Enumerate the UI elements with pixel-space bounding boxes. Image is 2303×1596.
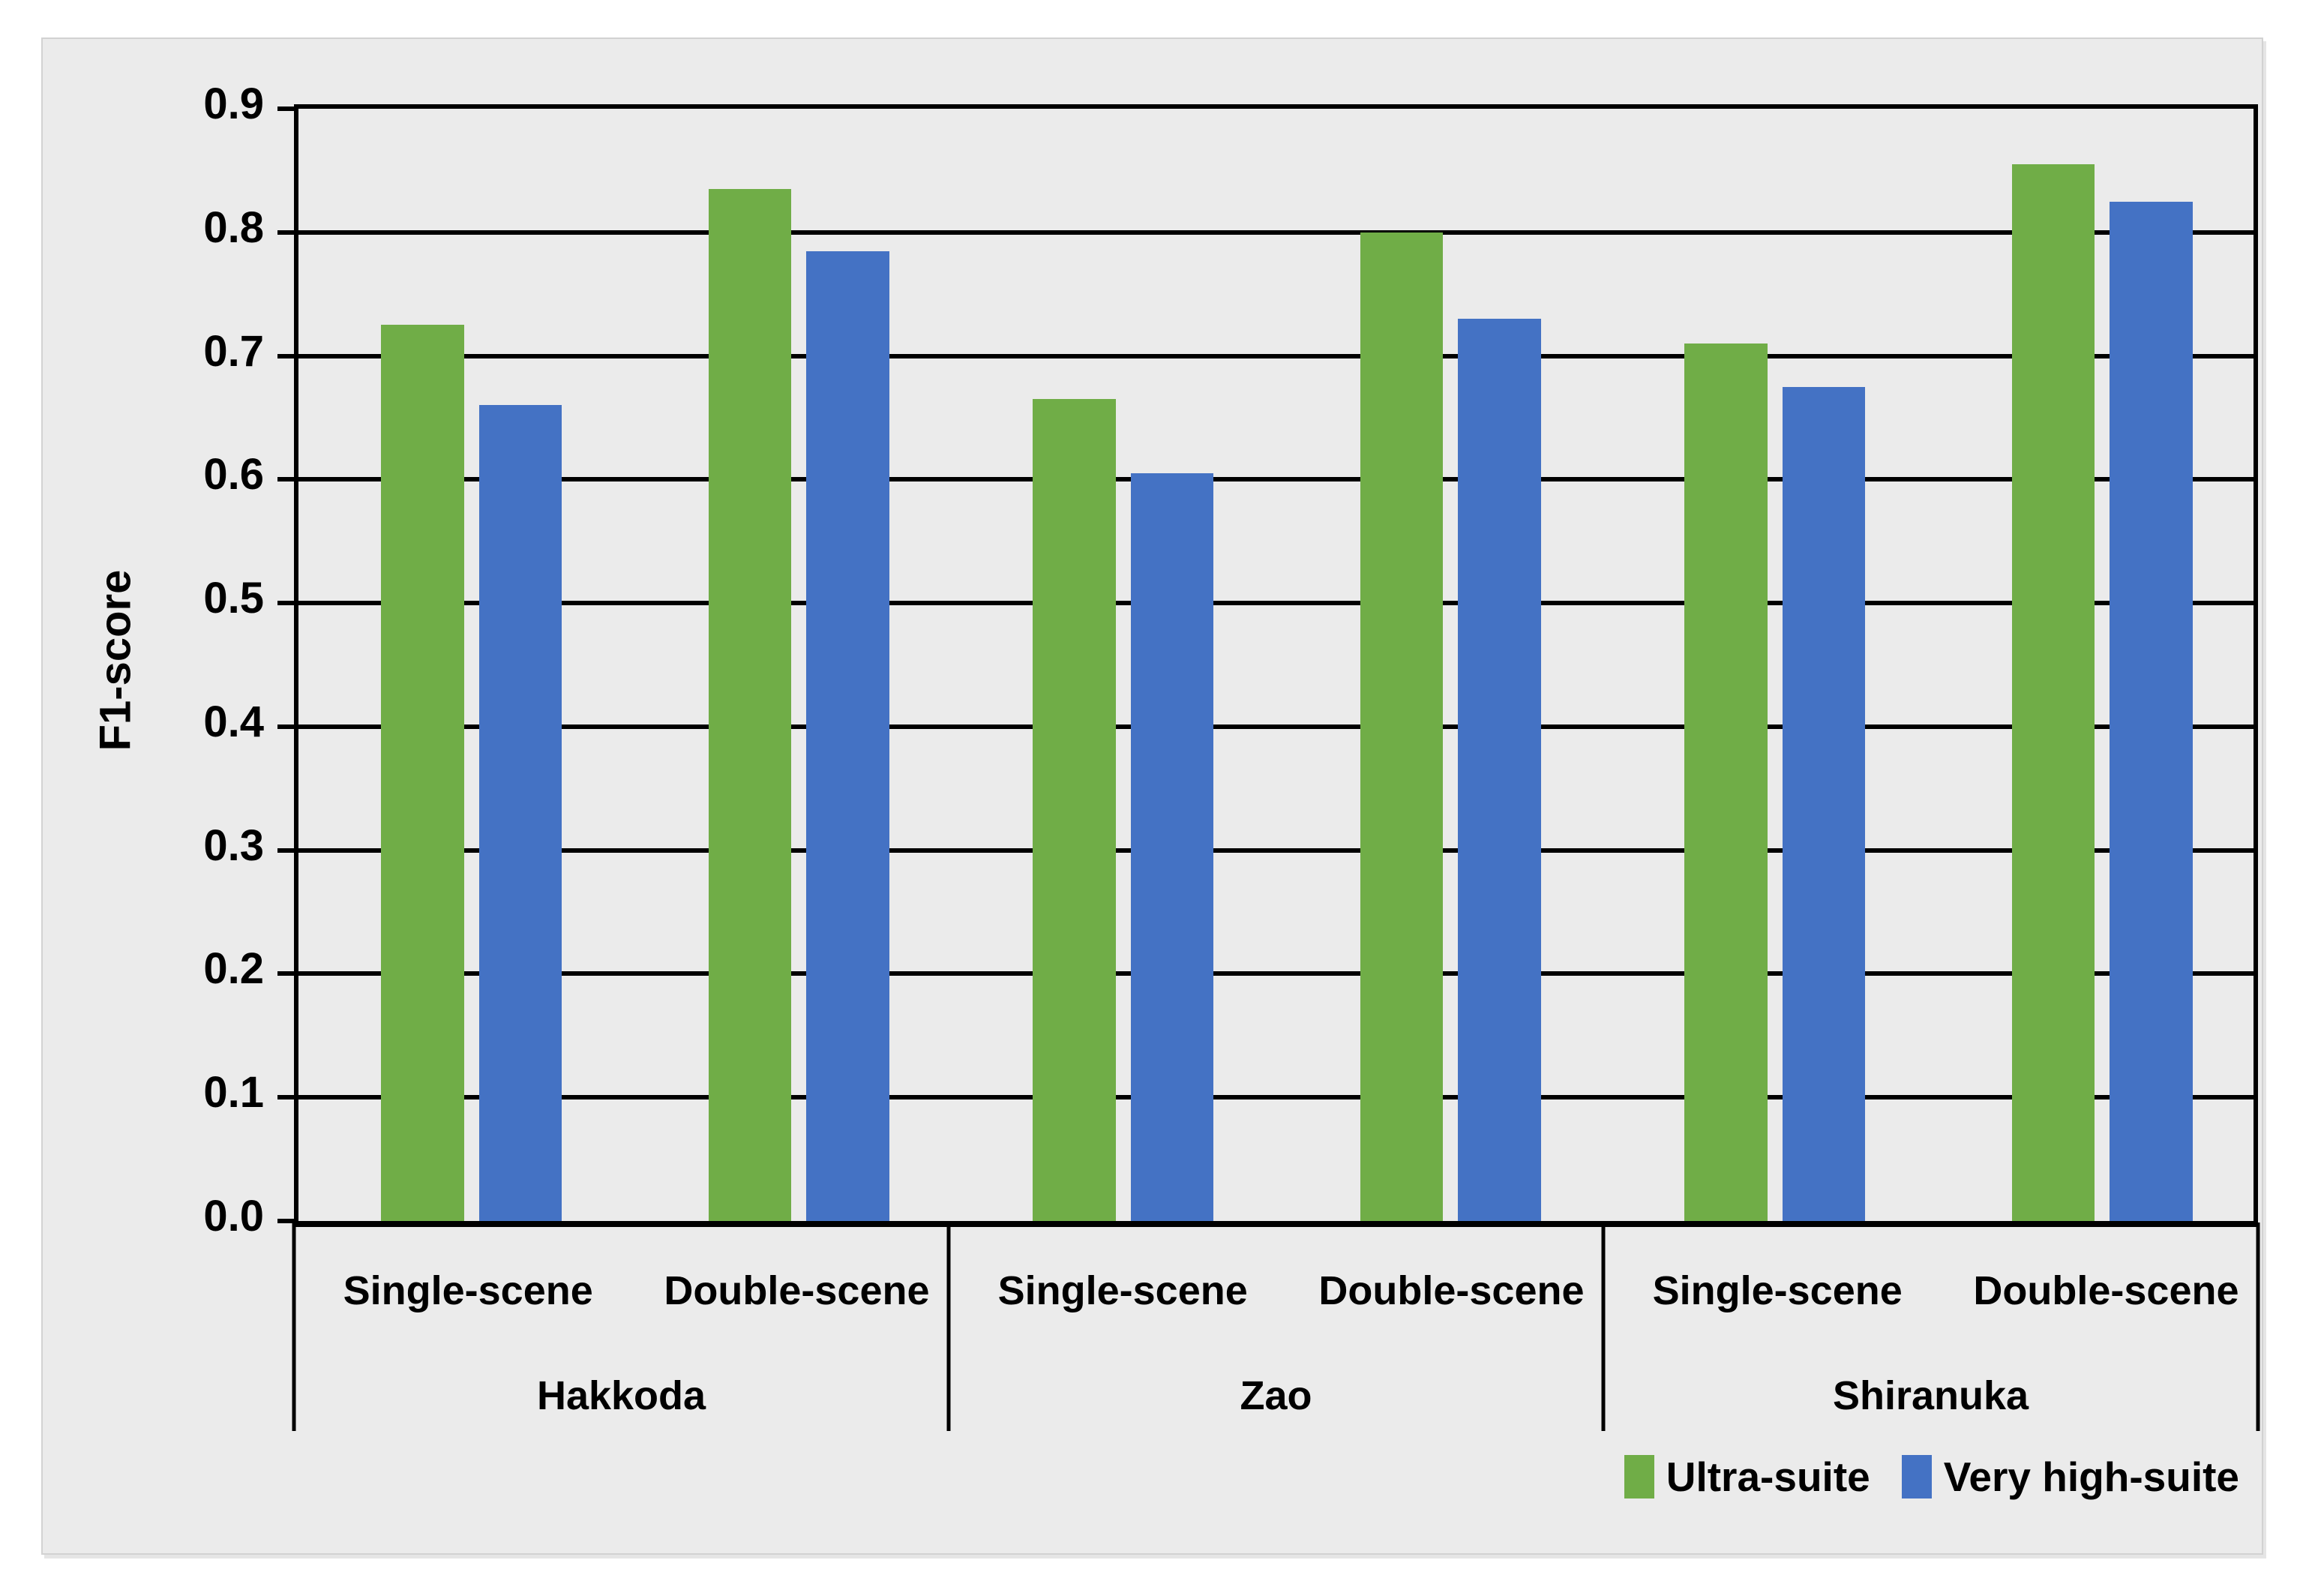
legend-label-ultra-suite: Ultra-suite (1666, 1454, 1870, 1500)
bar-hakkoda-single-scene-very-high-suite (478, 405, 562, 1221)
bar-shiranuka-single-scene-very-high-suite (1782, 386, 1866, 1221)
legend-swatch-very-high-suite (1901, 1455, 1932, 1498)
y-tick-label: 0.8 (203, 202, 264, 252)
bar-hakkoda-single-scene-ultra-suite (381, 325, 464, 1221)
y-axis-tick (277, 477, 294, 482)
y-tick-label: 0.6 (203, 450, 264, 500)
bar-shiranuka-single-scene-ultra-suite (1684, 344, 1768, 1221)
bar-group-hakkoda (298, 109, 950, 1221)
legend-item-ultra-suite: Ultra-suite (1624, 1455, 1870, 1498)
plot-area (277, 104, 2258, 1227)
gridline (298, 601, 2254, 606)
y-axis-labels: 0.0 0.1 0.2 0.3 0.4 0.5 0.6 0.7 0.8 0.9 (43, 82, 264, 1238)
bar-group-shiranuka (1602, 109, 2254, 1221)
subcategory-label: Double-scene (1973, 1268, 2239, 1313)
y-tick-label: 0.9 (203, 80, 264, 128)
bar-zao-single-scene-very-high-suite (1130, 473, 1214, 1221)
y-tick-label: 0.1 (203, 1068, 264, 1118)
bar-zao-double-scene-ultra-suite (1360, 232, 1444, 1221)
gridline (298, 848, 2254, 853)
y-tick-label: 0.5 (203, 574, 264, 623)
y-axis-tick (277, 971, 294, 976)
y-axis-tick (277, 1095, 294, 1100)
y-tick-label: 0.3 (203, 820, 264, 870)
x-axis-labels: Single-scene Double-scene Hakkoda Single-sc… (292, 1222, 2260, 1440)
y-tick-label: 0.7 (203, 326, 264, 376)
gridline (298, 1095, 2254, 1100)
y-axis-tick (277, 848, 294, 853)
y-axis-tick (277, 601, 294, 606)
legend: Ultra-suite Very high-suite (1624, 1455, 2239, 1498)
subcategory-label: Single-scene (1652, 1268, 1903, 1313)
category-divider (292, 1222, 296, 1431)
gridline (298, 724, 2254, 729)
group-label-zao: Zao (1240, 1373, 1312, 1418)
category-divider (1601, 1222, 1606, 1431)
gridline (298, 477, 2254, 482)
gridline (298, 971, 2254, 976)
category-divider (2256, 1222, 2260, 1431)
bar-shiranuka-double-scene-very-high-suite (2110, 201, 2193, 1221)
gridline (298, 230, 2254, 235)
bar-hakkoda-double-scene-very-high-suite (806, 250, 889, 1221)
y-tick-label: 0.2 (203, 944, 264, 994)
y-axis-tick (277, 353, 294, 358)
bar-hakkoda-double-scene-ultra-suite (708, 189, 792, 1221)
y-axis-tick (277, 1219, 294, 1223)
legend-label-very-high-suite: Very high-suite (1943, 1454, 2239, 1500)
category-divider (946, 1222, 951, 1431)
bar-shiranuka-double-scene-ultra-suite (2011, 164, 2095, 1221)
bar-zao-single-scene-ultra-suite (1033, 399, 1116, 1221)
subcategory-label: Double-scene (664, 1268, 930, 1313)
y-axis-tick (277, 106, 294, 111)
bar-group-zao (950, 109, 1602, 1221)
y-tick-label: 0.0 (203, 1192, 264, 1240)
legend-item-very-high-suite: Very high-suite (1901, 1454, 2239, 1500)
y-axis-tick (277, 230, 294, 235)
group-label-hakkoda: Hakkoda (536, 1373, 706, 1418)
subcategory-label: Double-scene (1318, 1268, 1585, 1313)
chart-panel: F1-score 0.0 0.1 0.2 0.3 0.4 0.5 0.6 0.7 0.8 0.9 … (41, 38, 2263, 1555)
y-tick-label: 0.4 (203, 697, 264, 746)
gridline (298, 353, 2254, 358)
group-label-shiranuka: Shiranuka (1832, 1373, 2029, 1418)
subcategory-label: Single-scene (997, 1268, 1248, 1313)
bar-zao-double-scene-very-high-suite (1458, 319, 1541, 1221)
y-axis-tick (277, 724, 294, 729)
legend-swatch-ultra-suite (1624, 1455, 1654, 1498)
subcategory-label: Single-scene (343, 1268, 593, 1313)
